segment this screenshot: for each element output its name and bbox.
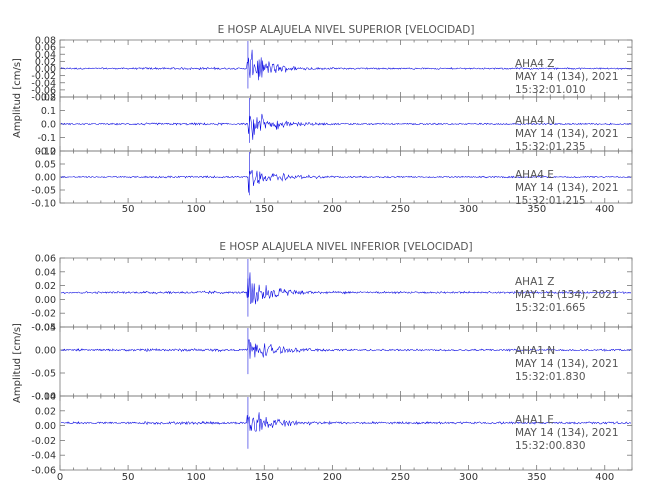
x-tick-label: 100 bbox=[187, 204, 206, 215]
y-tick-label: -0.10 bbox=[31, 392, 56, 403]
date-label: MAY 14 (134), 2021 bbox=[515, 358, 619, 370]
time-label: 15:32:00.830 bbox=[515, 440, 586, 452]
y-tick-label: 0.04 bbox=[35, 392, 56, 403]
y-tick-label: 0.08 bbox=[35, 36, 56, 47]
station-label: AHA4 N bbox=[515, 115, 555, 127]
y-tick-label: -0.02 bbox=[31, 436, 56, 447]
date-label: MAY 14 (134), 2021 bbox=[515, 289, 619, 301]
y-tick-label: 0.06 bbox=[35, 254, 56, 265]
station-label: AHA1 Z bbox=[515, 276, 554, 288]
y-tick-label: -0.05 bbox=[31, 369, 56, 380]
y-tick-label: -0.05 bbox=[31, 186, 56, 197]
y-tick-label: -0.04 bbox=[31, 323, 56, 334]
time-label: 15:32:01.665 bbox=[515, 302, 586, 314]
x-tick-label: 200 bbox=[323, 472, 342, 483]
y-tick-label: 0.00 bbox=[35, 173, 56, 184]
seismic-trace-AHA1-Z bbox=[60, 272, 632, 305]
date-label: MAY 14 (134), 2021 bbox=[515, 128, 619, 140]
station-label: AHA4 E bbox=[515, 169, 554, 181]
y-tick-label: 0.02 bbox=[35, 57, 56, 68]
x-tick-label: 250 bbox=[391, 204, 410, 215]
x-tick-label: 250 bbox=[391, 472, 410, 483]
x-tick-label: 300 bbox=[459, 204, 478, 215]
y-tick-label: 0.1 bbox=[41, 106, 56, 117]
y-tick-label: 0.00 bbox=[35, 346, 56, 357]
seismic-trace-AHA4-N bbox=[60, 113, 631, 140]
seismic-trace-AHA4-Z bbox=[60, 49, 631, 81]
y-tick-label: -0.08 bbox=[31, 93, 56, 104]
y-tick-label: -0.02 bbox=[31, 71, 56, 82]
y-tick-label: 0.06 bbox=[35, 43, 56, 54]
y-tick-label: 0.0 bbox=[41, 120, 56, 131]
time-label: 15:32:01.215 bbox=[515, 195, 586, 207]
y-tick-label: -0.10 bbox=[31, 199, 56, 210]
x-tick-label: 50 bbox=[122, 472, 135, 483]
y-tick-label: -0.04 bbox=[31, 78, 56, 89]
y-tick-label: 0.02 bbox=[35, 406, 56, 417]
x-tick-label: 400 bbox=[595, 472, 614, 483]
trace-panel-AHA4-Z: 0.080.060.040.020.00-0.02-0.04-0.06-0.08… bbox=[31, 36, 633, 104]
y-tick-label: -0.02 bbox=[31, 309, 56, 320]
x-tick-label: 150 bbox=[255, 472, 274, 483]
chart-group-1: E HOSP ALAJUELA NIVEL SUPERIOR [VELOCIDA… bbox=[12, 24, 633, 215]
seismic-trace-AHA1-N bbox=[60, 339, 631, 359]
x-tick-label: 50 bbox=[122, 204, 135, 215]
y-tick-label: 0.04 bbox=[35, 50, 56, 61]
y-tick-label: 0.00 bbox=[35, 64, 56, 75]
x-tick-label: 0 bbox=[57, 472, 63, 483]
y-tick-label: 0.04 bbox=[35, 267, 56, 278]
x-tick-label: 200 bbox=[323, 204, 342, 215]
y-tick-label: 0.05 bbox=[35, 323, 56, 334]
x-tick-label: 350 bbox=[527, 204, 546, 215]
y-tick-label: 0.00 bbox=[35, 295, 56, 306]
chart-title: E HOSP ALAJUELA NIVEL SUPERIOR [VELOCIDA… bbox=[218, 24, 475, 36]
y-axis-label: Amplitud [cm/s] bbox=[12, 323, 23, 403]
y-tick-label: 0.00 bbox=[35, 421, 56, 432]
y-tick-label: -0.06 bbox=[31, 85, 56, 96]
seismic-trace-AHA1-E bbox=[60, 412, 632, 432]
x-tick-label: 300 bbox=[459, 472, 478, 483]
y-tick-label: -0.04 bbox=[31, 451, 56, 462]
station-label: AHA1 N bbox=[515, 345, 555, 357]
x-tick-label: 100 bbox=[187, 472, 206, 483]
seismic-trace-AHA4-E bbox=[60, 169, 631, 193]
y-tick-label: 0.02 bbox=[35, 281, 56, 292]
y-tick-label: -0.1 bbox=[37, 133, 56, 144]
date-label: MAY 14 (134), 2021 bbox=[515, 182, 619, 194]
y-tick-label: 0.2 bbox=[41, 93, 56, 104]
y-tick-label: -0.2 bbox=[37, 147, 56, 158]
chart-group-2: E HOSP ALAJUELA NIVEL INFERIOR [VELOCIDA… bbox=[12, 241, 633, 483]
date-label: MAY 14 (134), 2021 bbox=[515, 427, 619, 439]
chart-title: E HOSP ALAJUELA NIVEL INFERIOR [VELOCIDA… bbox=[219, 241, 472, 253]
time-label: 15:32:01.235 bbox=[515, 141, 586, 153]
time-label: 15:32:01.830 bbox=[515, 371, 586, 383]
y-tick-label: 0.10 bbox=[35, 147, 56, 158]
y-tick-label: -0.06 bbox=[31, 466, 56, 477]
x-tick-label: 400 bbox=[595, 204, 614, 215]
station-label: AHA1 E bbox=[515, 414, 554, 426]
station-label: AHA4 Z bbox=[515, 58, 554, 70]
date-label: MAY 14 (134), 2021 bbox=[515, 71, 619, 83]
y-tick-label: 0.05 bbox=[35, 160, 56, 171]
x-tick-label: 350 bbox=[527, 472, 546, 483]
y-axis-label: Amplitud [cm/s] bbox=[12, 58, 23, 138]
x-tick-label: 150 bbox=[255, 204, 274, 215]
time-label: 15:32:01.010 bbox=[515, 84, 586, 96]
